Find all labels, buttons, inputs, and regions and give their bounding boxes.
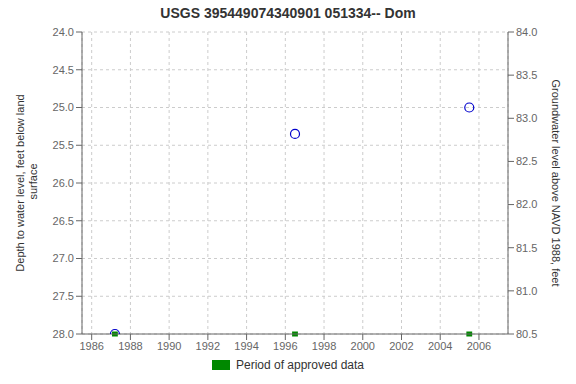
svg-text:2004: 2004: [428, 340, 452, 352]
svg-text:27.0: 27.0: [53, 252, 74, 264]
svg-text:24.5: 24.5: [53, 64, 74, 76]
svg-text:80.5: 80.5: [516, 328, 537, 340]
svg-text:81.5: 81.5: [516, 242, 537, 254]
svg-text:1986: 1986: [79, 340, 103, 352]
svg-text:28.0: 28.0: [53, 328, 74, 340]
html-text:Period of approved data: Period of approved data: [236, 358, 364, 372]
svg-text:24.0: 24.0: [53, 26, 74, 38]
svg-text:2002: 2002: [389, 340, 413, 352]
svg-text:1994: 1994: [234, 340, 258, 352]
svg-text:82.5: 82.5: [516, 155, 537, 167]
svg-text:Groundwater level above NAVD 1: Groundwater level above NAVD 1988, feet: [550, 79, 562, 286]
svg-text:82.0: 82.0: [516, 198, 537, 210]
svg-text:Depth to water level, feet bel: Depth to water level, feet below land su…: [14, 94, 39, 271]
svg-text:83.5: 83.5: [516, 69, 537, 81]
svg-text:81.0: 81.0: [516, 285, 537, 297]
svg-text:2000: 2000: [351, 340, 375, 352]
html-text:USGS 395449074340901 051334--: USGS 395449074340901 051334-- Dom: [160, 5, 416, 21]
svg-text:83.0: 83.0: [516, 112, 537, 124]
svg-text:25.0: 25.0: [53, 101, 74, 113]
svg-text:84.0: 84.0: [516, 26, 537, 38]
svg-text:1992: 1992: [196, 340, 220, 352]
svg-text:26.0: 26.0: [53, 177, 74, 189]
svg-text:27.5: 27.5: [53, 290, 74, 302]
svg-text:26.5: 26.5: [53, 215, 74, 227]
svg-text:2006: 2006: [467, 340, 491, 352]
svg-text:1990: 1990: [157, 340, 181, 352]
svg-text:1996: 1996: [273, 340, 297, 352]
svg-text:1988: 1988: [118, 340, 142, 352]
svg-text:1998: 1998: [312, 340, 336, 352]
svg-text:25.5: 25.5: [53, 139, 74, 151]
